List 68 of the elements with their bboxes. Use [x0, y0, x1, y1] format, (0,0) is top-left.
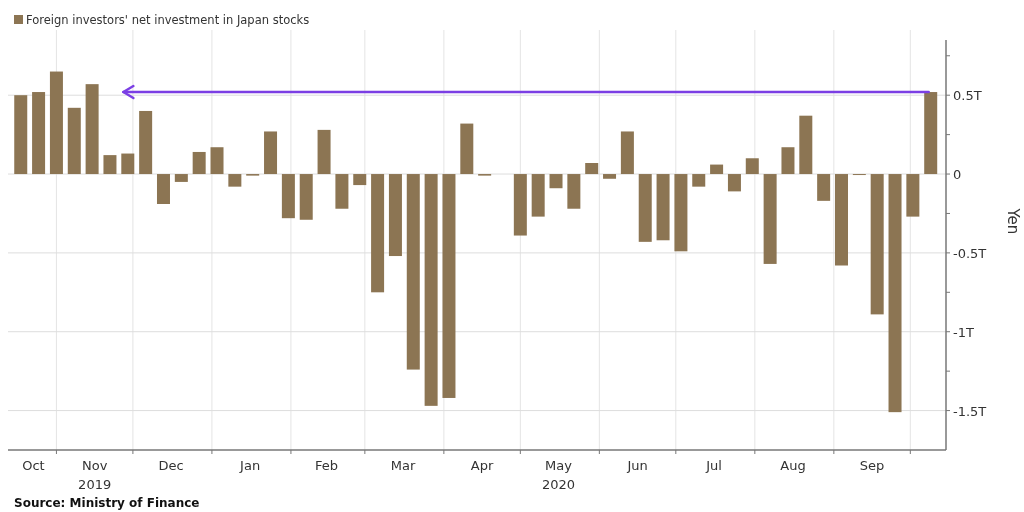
bar — [727, 174, 741, 192]
bar — [924, 92, 938, 175]
x-tick-label: Feb — [315, 458, 339, 473]
bar — [531, 174, 545, 217]
bar — [710, 164, 724, 175]
bar — [85, 84, 99, 175]
bar — [388, 174, 402, 257]
x-tick-label: Jul — [705, 458, 722, 473]
bar — [317, 129, 331, 175]
bar — [353, 174, 367, 186]
bar — [406, 174, 420, 370]
bar — [49, 71, 63, 175]
bar — [299, 174, 313, 220]
bar — [103, 155, 117, 175]
bar — [14, 95, 28, 175]
bar — [174, 174, 188, 182]
bar — [139, 110, 153, 175]
legend-label: Foreign investors' net investment in Japan stocks — [26, 13, 310, 27]
bar — [121, 153, 135, 175]
x-tick-label: Apr — [470, 458, 494, 473]
x-tick-label: Aug — [780, 458, 806, 473]
bar — [763, 174, 777, 264]
bar — [442, 174, 456, 398]
bar — [674, 174, 688, 252]
bar — [460, 123, 474, 175]
bar — [67, 107, 81, 175]
bar — [745, 158, 759, 175]
x-tick-label: Jun — [626, 458, 648, 473]
bar — [906, 174, 920, 217]
bar — [335, 174, 349, 209]
x-tick-label: Jan — [239, 458, 261, 473]
x-tick-label: Nov 2019 — [78, 458, 112, 492]
bar — [32, 92, 46, 175]
bar — [156, 174, 170, 204]
bar — [799, 115, 813, 175]
bar — [656, 174, 670, 241]
x-tick-label: May 2020 — [542, 458, 576, 492]
bar — [692, 174, 706, 187]
x-tick-label: Mar — [390, 458, 416, 473]
y-tick-label: -1.5T — [953, 403, 987, 419]
y-tick-label: 0.5T — [953, 88, 982, 104]
bar — [424, 174, 438, 406]
bar — [835, 174, 848, 266]
bar — [192, 151, 206, 175]
x-tick-label: Dec — [158, 458, 184, 473]
bar — [210, 147, 224, 175]
bar — [228, 174, 242, 187]
source-note: Source: Ministry of Finance — [14, 496, 200, 510]
bar — [281, 174, 295, 219]
y-tick-label: 0 — [953, 167, 962, 183]
bar — [817, 174, 831, 201]
bar — [870, 174, 884, 315]
bar — [264, 131, 278, 175]
y-tick-label: -0.5T — [953, 245, 987, 261]
bar — [513, 174, 527, 236]
y-tick-label: -1T — [953, 324, 974, 340]
bar — [888, 174, 902, 413]
bar — [781, 147, 795, 175]
bar — [567, 174, 581, 209]
x-tick-label: Sep — [859, 458, 885, 473]
x-tick-label: Oct — [22, 458, 45, 473]
bar — [585, 163, 599, 175]
bar — [620, 131, 634, 175]
bar — [549, 174, 563, 189]
bar — [638, 174, 652, 242]
bar — [603, 174, 617, 179]
bar — [371, 174, 385, 293]
y-axis-title: Yen — [1004, 207, 1022, 235]
